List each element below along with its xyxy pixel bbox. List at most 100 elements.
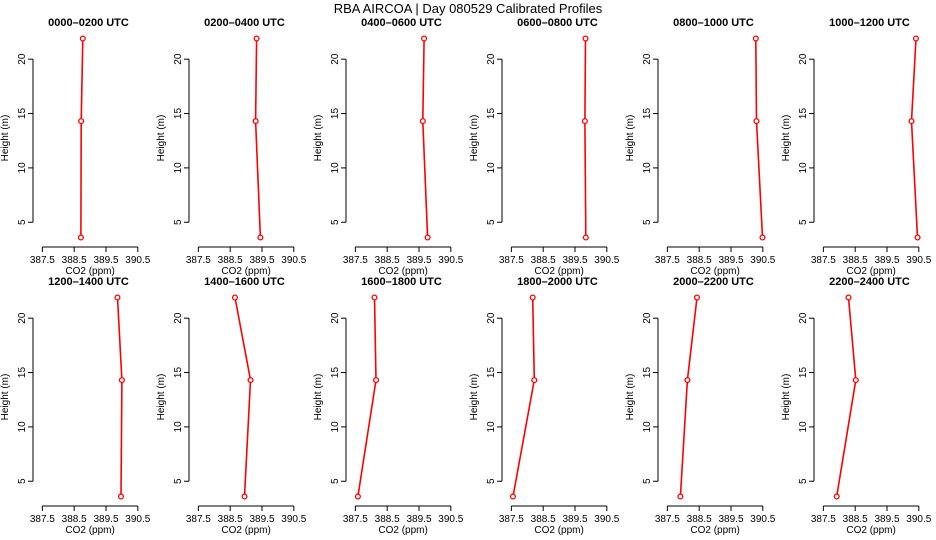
y-tick-label: 5 bbox=[17, 219, 28, 225]
profile-point bbox=[424, 234, 431, 241]
x-tick-label: 389.5 bbox=[406, 514, 431, 525]
x-axis-label: CO2 (ppm) bbox=[378, 266, 427, 277]
profile-line bbox=[234, 297, 252, 497]
profile-point bbox=[247, 377, 254, 384]
profile-point bbox=[582, 234, 589, 241]
profile-point bbox=[118, 377, 125, 384]
profile-point bbox=[253, 35, 260, 42]
x-tick-label: 387.5 bbox=[30, 255, 55, 266]
x-tick-label: 388.5 bbox=[687, 255, 712, 266]
x-tick-label: 387.5 bbox=[343, 514, 368, 525]
profile-line bbox=[679, 297, 698, 497]
y-tick-label: 10 bbox=[642, 421, 653, 433]
x-axis-label: CO2 (ppm) bbox=[846, 525, 895, 536]
profile-line bbox=[80, 38, 84, 238]
panel-title: 0000–0200 UTC bbox=[48, 17, 129, 29]
y-tick-label: 20 bbox=[798, 312, 809, 324]
profile-line bbox=[584, 38, 587, 238]
x-tick-label: 387.5 bbox=[499, 514, 524, 525]
x-tick-label: 387.5 bbox=[186, 255, 211, 266]
y-axis-label: Height (m) bbox=[156, 115, 167, 162]
panel-title: 0600–0800 UTC bbox=[517, 17, 598, 29]
y-tick-label: 5 bbox=[330, 478, 341, 484]
profile-point bbox=[252, 118, 259, 125]
y-tick-label: 20 bbox=[17, 312, 28, 324]
profile-point bbox=[759, 234, 766, 241]
y-tick-label: 15 bbox=[17, 108, 28, 120]
x-tick-label: 389.5 bbox=[562, 255, 587, 266]
y-tick-label: 20 bbox=[798, 53, 809, 65]
x-tick-label: 390.5 bbox=[438, 514, 463, 525]
x-tick-label: 389.5 bbox=[562, 514, 587, 525]
profile-point bbox=[78, 118, 85, 125]
x-tick-label: 388.5 bbox=[375, 514, 400, 525]
x-tick-label: 390.5 bbox=[438, 255, 463, 266]
x-tick-label: 389.5 bbox=[874, 514, 899, 525]
y-axis-label: Height (m) bbox=[469, 115, 480, 162]
x-tick-label: 390.5 bbox=[594, 255, 619, 266]
profile-line bbox=[835, 297, 857, 497]
profile-panel: 1600–1800 UTC 387.5 388.5 389.5 390.5 CO2 (pp… bbox=[313, 276, 464, 536]
x-axis-label: CO2 (ppm) bbox=[378, 525, 427, 536]
y-axis-label: Height (m) bbox=[781, 374, 792, 421]
profile-point bbox=[241, 493, 248, 500]
panel-title: 1000–1200 UTC bbox=[829, 17, 910, 29]
figure-title: RBA AIRCOA | Day 080529 Calibrated Profi… bbox=[334, 1, 603, 16]
panel-title: 1400–1600 UTC bbox=[204, 276, 285, 288]
y-tick-label: 15 bbox=[486, 367, 497, 379]
profile-point bbox=[845, 294, 852, 301]
y-tick-label: 20 bbox=[642, 53, 653, 65]
panel-title: 1600–1800 UTC bbox=[361, 276, 442, 288]
profile-point bbox=[693, 294, 701, 301]
x-axis-label: CO2 (ppm) bbox=[690, 525, 739, 536]
x-tick-label: 390.5 bbox=[281, 255, 306, 266]
profile-point bbox=[529, 294, 536, 301]
profile-point bbox=[509, 493, 517, 500]
profile-point bbox=[79, 35, 86, 42]
profile-point bbox=[914, 234, 921, 241]
x-tick-label: 390.5 bbox=[750, 514, 775, 525]
y-tick-label: 5 bbox=[17, 478, 28, 484]
x-axis-label: CO2 (ppm) bbox=[65, 525, 114, 536]
x-axis-label: CO2 (ppm) bbox=[65, 266, 114, 277]
y-tick-label: 20 bbox=[173, 312, 184, 324]
y-tick-label: 15 bbox=[173, 108, 184, 120]
y-tick-label: 15 bbox=[642, 367, 653, 379]
x-tick-label: 389.5 bbox=[249, 255, 274, 266]
y-tick-label: 20 bbox=[486, 53, 497, 65]
x-axis-label: CO2 (ppm) bbox=[221, 266, 270, 277]
x-tick-label: 388.5 bbox=[218, 255, 243, 266]
x-tick-label: 388.5 bbox=[531, 255, 556, 266]
panel-title: 0800–1000 UTC bbox=[673, 17, 754, 29]
y-tick-label: 5 bbox=[330, 219, 341, 225]
y-tick-label: 10 bbox=[173, 421, 184, 433]
profile-panel: 0800–1000 UTC 387.5 388.5 389.5 390.5 CO2 (pp… bbox=[625, 17, 776, 277]
profile-point bbox=[421, 35, 428, 42]
x-tick-label: 387.5 bbox=[499, 255, 524, 266]
x-tick-label: 388.5 bbox=[375, 255, 400, 266]
panel-title: 2000–2200 UTC bbox=[673, 276, 754, 288]
y-axis-label: Height (m) bbox=[313, 374, 324, 421]
y-axis-label: Height (m) bbox=[781, 115, 792, 162]
x-tick-label: 388.5 bbox=[843, 514, 868, 525]
y-tick-label: 10 bbox=[798, 421, 809, 433]
profile-point bbox=[753, 118, 760, 125]
y-tick-label: 20 bbox=[330, 53, 341, 65]
y-axis-label: Height (m) bbox=[625, 374, 636, 421]
profile-point bbox=[912, 35, 920, 42]
profile-point bbox=[581, 118, 588, 125]
panel-title: 2200–2400 UTC bbox=[829, 276, 910, 288]
y-tick-label: 15 bbox=[173, 367, 184, 379]
profile-panel: 0400–0600 UTC 387.5 388.5 389.5 390.5 CO2 (pp… bbox=[313, 17, 464, 277]
x-tick-label: 390.5 bbox=[906, 255, 931, 266]
profile-point bbox=[677, 493, 684, 500]
panel-title: 1200–1400 UTC bbox=[48, 276, 129, 288]
x-tick-label: 389.5 bbox=[249, 514, 274, 525]
profile-panel: 2000–2200 UTC 387.5 388.5 389.5 390.5 CO2 (pp… bbox=[625, 276, 776, 536]
x-tick-label: 387.5 bbox=[811, 514, 836, 525]
x-tick-label: 389.5 bbox=[93, 255, 118, 266]
profile-panel: 0000–0200 UTC 387.5 388.5 389.5 390.5 CO2 (pp… bbox=[0, 17, 151, 277]
x-tick-label: 388.5 bbox=[62, 255, 87, 266]
profile-point bbox=[257, 234, 264, 241]
profile-point bbox=[582, 35, 589, 42]
